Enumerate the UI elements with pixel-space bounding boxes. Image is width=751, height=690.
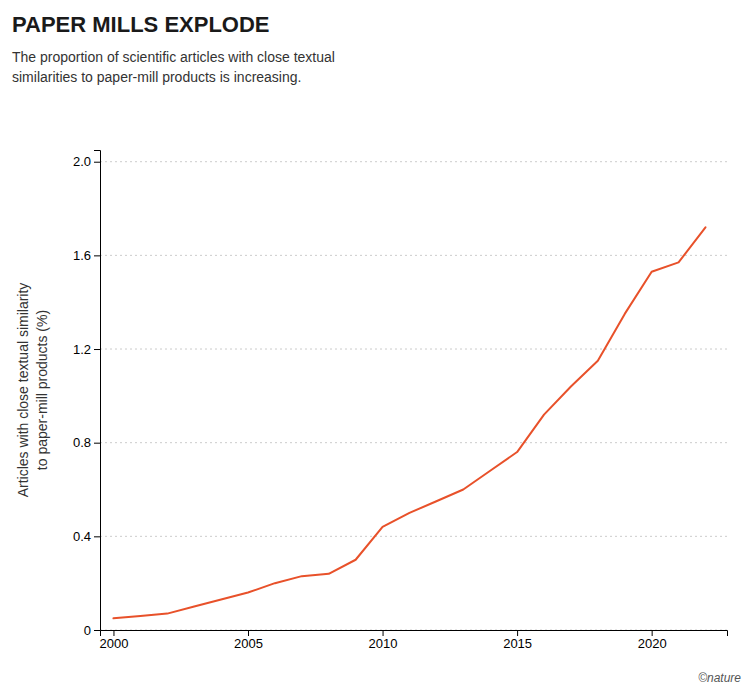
x-tick-label: 2005 xyxy=(234,636,263,651)
y-tick: 0 xyxy=(84,623,100,638)
plot-area: 0 0.4 0.8 1.2 1.6 2.0 2000 2005 2010 2015 2020 xyxy=(73,151,728,652)
x-tick-label: 2000 xyxy=(99,636,128,651)
y-axis: 0 0.4 0.8 1.2 1.6 2.0 xyxy=(73,151,101,638)
y-tick-mark xyxy=(94,630,100,631)
y-tick-label: 0.8 xyxy=(73,435,91,450)
y-tick-label: 0 xyxy=(84,623,91,638)
marks xyxy=(113,227,705,618)
chart: PAPER MILLS EXPLODE The proportion of sci… xyxy=(0,0,751,690)
grid xyxy=(100,162,727,630)
y-tick-mark xyxy=(94,255,100,256)
y-tick: 0.4 xyxy=(73,529,100,544)
x-tick-mark xyxy=(652,630,653,636)
y-tick-label: 1.2 xyxy=(73,342,91,357)
x-tick-mark xyxy=(113,630,114,636)
grid-line xyxy=(100,442,727,443)
title: PAPER MILLS EXPLODE xyxy=(12,12,270,37)
x-tick-mark xyxy=(248,630,249,636)
x-tick: 2010 xyxy=(369,630,398,651)
x-tick-label: 2015 xyxy=(503,636,532,651)
y-tick-label: 1.6 xyxy=(73,248,91,263)
y-tick-mark xyxy=(94,443,100,444)
y-tick-label: 0.4 xyxy=(73,529,91,544)
x-axis-line xyxy=(101,631,728,637)
y-tick: 2.0 xyxy=(73,154,100,169)
subtitle: The proportion of scientific articles wi… xyxy=(12,49,335,85)
x-tick-label: 2010 xyxy=(369,636,398,651)
x-tick: 2000 xyxy=(99,630,128,651)
grid-line xyxy=(100,161,727,162)
annotation: ©nature xyxy=(698,671,741,685)
y-tick-mark xyxy=(94,162,100,163)
y-axis-title: Articles with close textual similarityto… xyxy=(15,283,50,498)
grid-line xyxy=(100,349,727,350)
y-tick-mark xyxy=(94,536,100,537)
line xyxy=(113,227,705,618)
y-tick: 1.2 xyxy=(73,342,100,357)
x-tick-label: 2020 xyxy=(638,636,667,651)
grid-line xyxy=(100,536,727,537)
y-axis-line xyxy=(94,151,101,631)
x-tick-mark xyxy=(517,630,518,636)
y-tick-mark xyxy=(94,349,100,350)
y-tick: 0.8 xyxy=(73,435,100,450)
x-tick: 2005 xyxy=(234,630,263,651)
x-tick-mark xyxy=(383,630,384,636)
x-tick: 2020 xyxy=(638,630,667,651)
x-tick: 2015 xyxy=(503,630,532,651)
y-tick-label: 2.0 xyxy=(73,154,91,169)
x-axis: 2000 2005 2010 2015 2020 xyxy=(99,630,727,651)
grid-line xyxy=(100,255,727,256)
y-tick: 1.6 xyxy=(73,248,100,263)
